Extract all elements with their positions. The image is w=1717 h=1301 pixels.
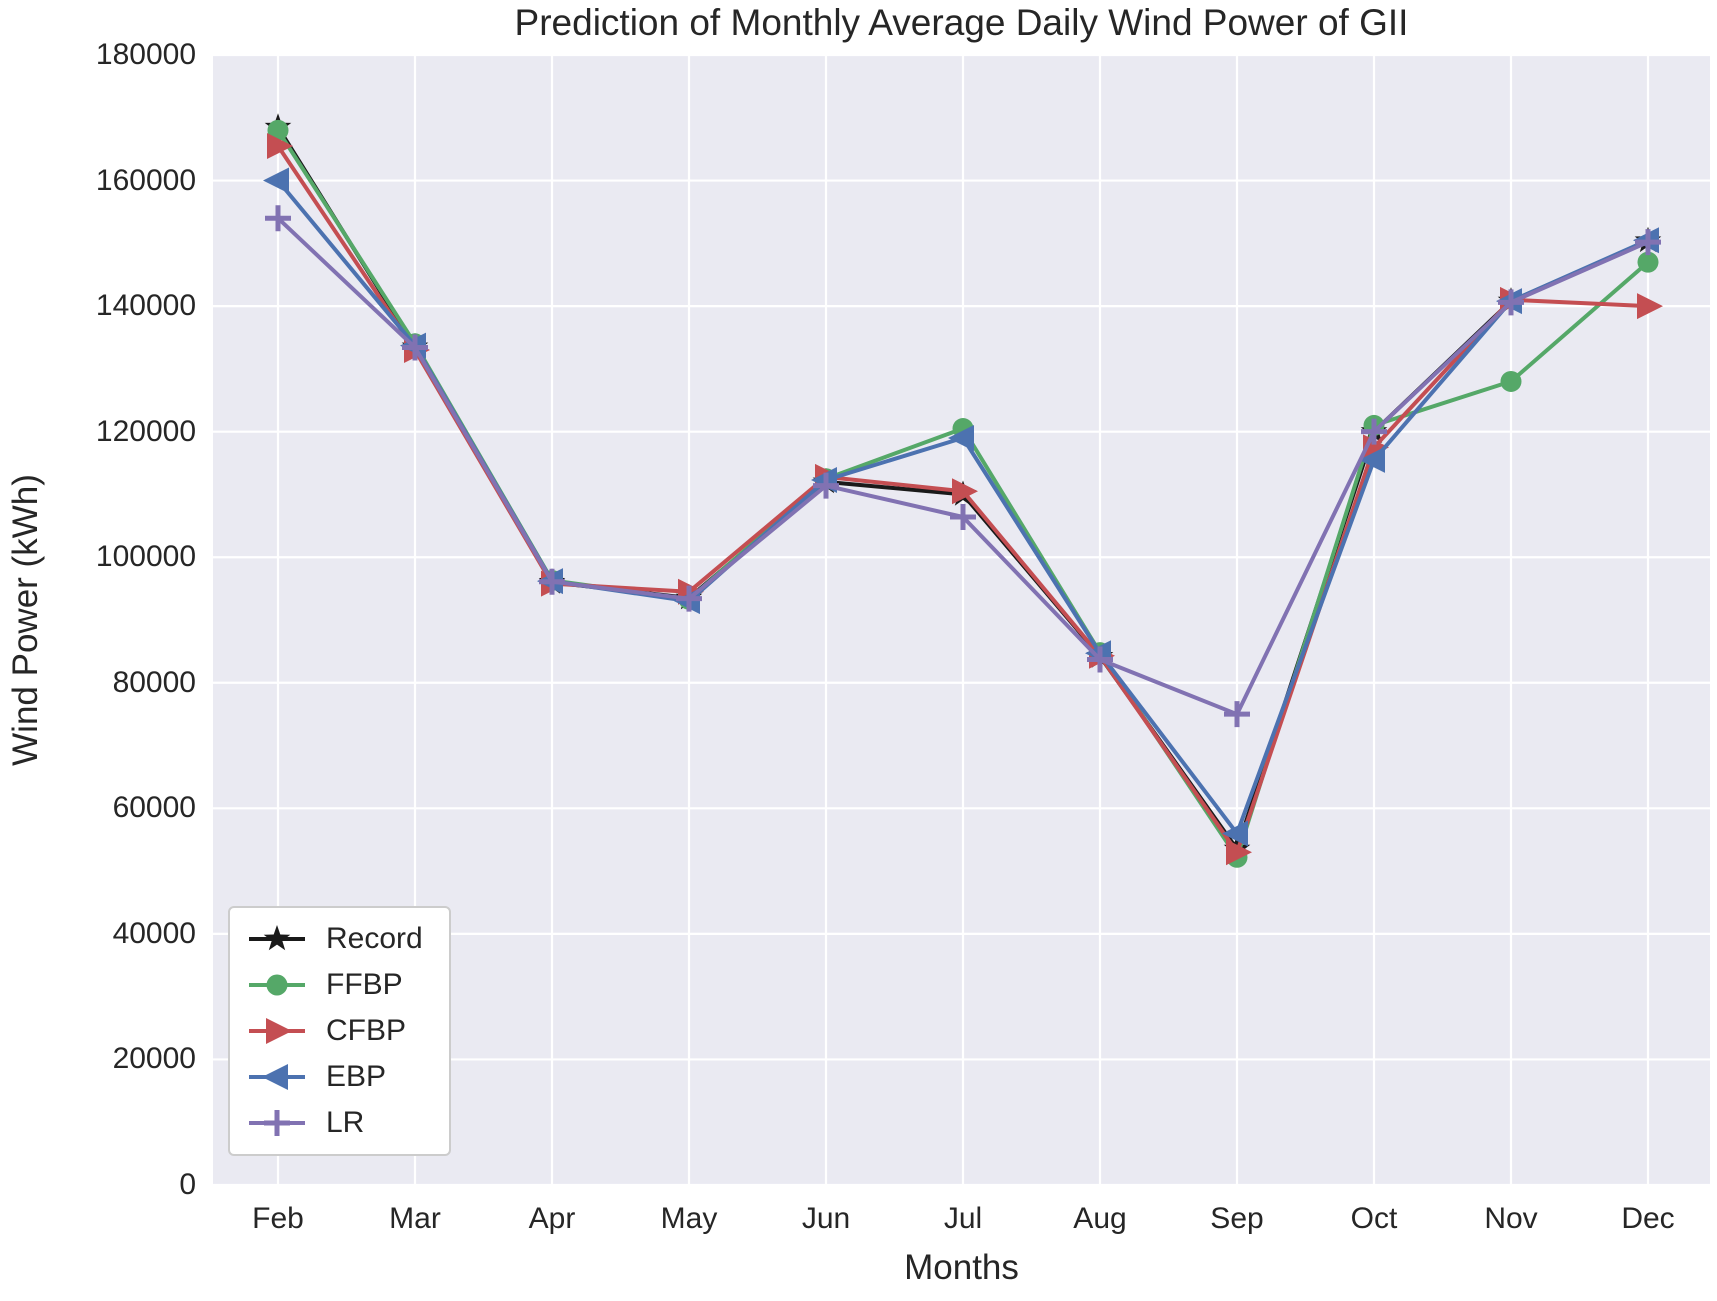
y-tick-label: 120000 (95, 414, 196, 448)
x-tick-label: Sep (1210, 1202, 1264, 1235)
plot-background (213, 55, 1710, 1185)
x-tick-label: Apr (528, 1202, 576, 1235)
legend-entry-lr: LR (246, 1104, 423, 1142)
x-tick-label: May (660, 1202, 718, 1235)
legend-label: Record (326, 922, 423, 955)
x-tick-label: Feb (252, 1202, 304, 1235)
plus-data-marker (402, 334, 428, 361)
x-tick-label: Dec (1621, 1202, 1675, 1235)
legend-label: FFBP (326, 968, 403, 1001)
x-tick-label: Mar (389, 1202, 441, 1235)
plus-data-marker (950, 504, 976, 531)
plus-data-marker (1361, 418, 1387, 445)
y-tick-label: 80000 (112, 665, 196, 699)
circle-data-marker (1637, 251, 1659, 273)
plus-data-marker (813, 472, 839, 499)
y-tick-label: 0 (179, 1168, 196, 1201)
legend-label: CFBP (326, 1014, 407, 1047)
x-axis-title: Months (904, 1248, 1019, 1287)
x-tick-label: Oct (1350, 1202, 1398, 1235)
legend-label: EBP (326, 1060, 387, 1093)
triangle-right-data-marker (266, 1018, 292, 1044)
triangle-left-data-marker (263, 167, 289, 194)
x-tick-label: Aug (1073, 1202, 1127, 1235)
plus-data-marker (265, 205, 291, 232)
triangle-right-data-marker (1226, 839, 1252, 866)
x-tick-label: Jun (801, 1202, 851, 1235)
star-marker-icon (249, 925, 305, 951)
triangle-right-marker-icon (249, 1018, 305, 1044)
y-tick-label: 140000 (95, 289, 196, 323)
legend-entry-ebp: EBP (246, 1058, 423, 1096)
plus-data-marker (264, 1110, 290, 1136)
circle-data-marker (266, 974, 288, 996)
plus-data-marker (1087, 646, 1113, 673)
triangle-left-data-marker (948, 424, 974, 451)
triangle-left-marker-icon (249, 1064, 305, 1090)
circle-marker-icon (249, 974, 305, 996)
plus-data-marker (1635, 229, 1661, 256)
circle-data-marker (267, 119, 289, 141)
legend-entry-cfbp: CFBP (246, 1012, 423, 1050)
plus-data-marker (539, 568, 565, 595)
star-data-marker (263, 925, 291, 951)
y-tick-label: 20000 (112, 1042, 196, 1076)
plus-data-marker (676, 585, 702, 612)
y-tick-label: 160000 (95, 163, 196, 197)
triangle-right-data-marker (952, 478, 978, 505)
legend-label: LR (326, 1106, 365, 1139)
y-tick-label: 180000 (95, 38, 196, 71)
plus-data-marker (1498, 289, 1524, 316)
legend: Record FFBP CFBP EBP LR (228, 906, 451, 1156)
chart-title: Prediction of Monthly Average Daily Wind… (514, 2, 1409, 43)
legend-entry-ffbp: FFBP (246, 966, 423, 1004)
y-tick-label: 100000 (95, 540, 196, 574)
plus-marker-icon (249, 1110, 305, 1136)
triangle-left-data-marker (1359, 446, 1385, 473)
circle-data-marker (1500, 370, 1522, 392)
x-tick-label: Jul (943, 1202, 983, 1235)
y-axis-title: Wind Power (kWh) (6, 474, 45, 766)
plus-data-marker (1224, 701, 1250, 728)
legend-entry-record: Record (246, 920, 423, 958)
triangle-right-data-marker (1637, 293, 1663, 320)
y-tick-label: 60000 (112, 791, 196, 825)
triangle-left-data-marker (1222, 820, 1248, 847)
y-tick-label: 40000 (112, 916, 196, 950)
x-tick-label: Nov (1484, 1202, 1538, 1235)
triangle-left-data-marker (262, 1064, 288, 1090)
triangle-right-data-marker (267, 133, 293, 160)
